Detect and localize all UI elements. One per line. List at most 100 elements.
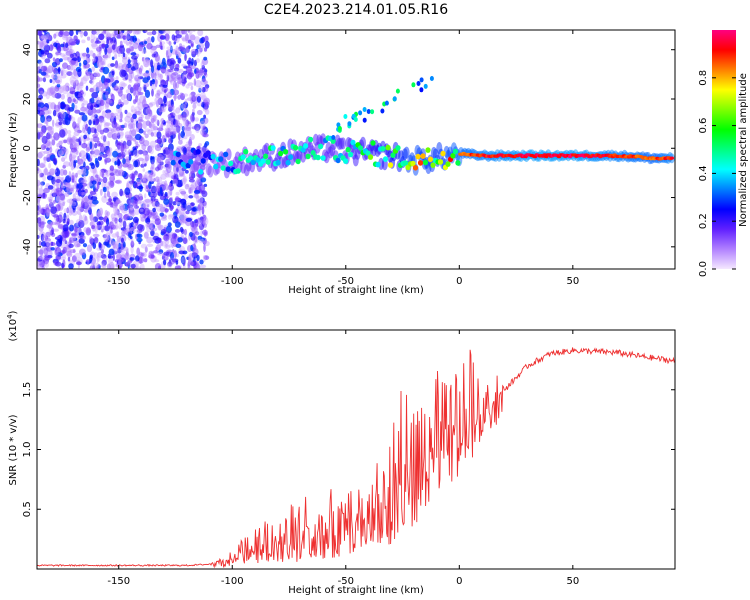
- trace-blob: [240, 154, 246, 160]
- noise-blob: [133, 160, 139, 168]
- noise-blob: [85, 261, 91, 265]
- noise-blob: [77, 117, 81, 125]
- noise-blob: [126, 225, 130, 229]
- noise-blob: [60, 53, 66, 57]
- noise-blob: [150, 167, 157, 171]
- noise-blob: [42, 175, 46, 182]
- noise-blob: [104, 82, 110, 90]
- noise-blob: [38, 94, 43, 100]
- noise-blob: [160, 152, 166, 161]
- noise-blob: [142, 199, 148, 208]
- noise-blob: [150, 227, 158, 232]
- trace-blob: [228, 160, 234, 167]
- noise-blob: [105, 109, 112, 114]
- noise-blob: [107, 198, 113, 202]
- trace-branch-blob: [353, 117, 358, 122]
- noise-blob: [108, 111, 115, 119]
- noise-blob: [198, 184, 206, 192]
- noise-blob: [204, 41, 210, 49]
- noise-blob: [63, 31, 70, 37]
- noise-blob: [75, 51, 80, 59]
- noise-blob: [51, 227, 54, 235]
- noise-blob: [143, 59, 149, 68]
- noise-blob: [38, 240, 42, 246]
- noise-blob: [142, 176, 147, 182]
- noise-blob: [74, 180, 77, 187]
- noise-blob: [198, 87, 202, 93]
- noise-blob: [145, 222, 152, 229]
- trace-halo: [340, 137, 347, 150]
- trace-branch-blob: [358, 110, 363, 116]
- noise-blob: [163, 95, 167, 104]
- noise-blob: [95, 96, 101, 105]
- spectrogram-x-axis: -150 -100 -50 0 50: [107, 30, 579, 287]
- noise-blob: [187, 82, 194, 86]
- noise-blob: [137, 157, 144, 162]
- noise-blob: [56, 143, 60, 148]
- noise-blob: [124, 131, 131, 138]
- noise-blob: [156, 131, 162, 139]
- noise-blob: [98, 120, 103, 128]
- noise-blob: [86, 260, 90, 266]
- noise-blob: [69, 30, 74, 37]
- trace-blob: [425, 147, 431, 153]
- trace-branch-blob: [423, 83, 428, 89]
- noise-blob: [116, 259, 123, 266]
- noise-blob: [149, 178, 154, 183]
- noise-blob: [198, 85, 204, 91]
- noise-blob: [89, 50, 94, 57]
- noise-blob: [135, 229, 140, 234]
- noise-blob: [124, 35, 131, 40]
- noise-blob: [139, 214, 144, 219]
- noise-blob: [116, 114, 122, 120]
- noise-blob: [143, 72, 150, 78]
- noise-blob: [181, 207, 187, 212]
- noise-blob: [40, 65, 48, 72]
- noise-blob: [46, 147, 50, 151]
- noise-blob: [168, 214, 175, 218]
- noise-blob: [83, 134, 87, 139]
- noise-blob: [59, 30, 64, 36]
- trace-branch-blob: [343, 114, 348, 119]
- noise-blob: [37, 185, 40, 190]
- noise-blob: [106, 151, 111, 156]
- noise-blob: [155, 93, 161, 98]
- noise-blob: [72, 121, 77, 129]
- noise-blob: [164, 244, 171, 249]
- noise-blob: [84, 215, 88, 221]
- noise-blob: [37, 106, 42, 111]
- noise-blob: [160, 217, 168, 221]
- trace-blob: [415, 153, 421, 160]
- noise-blob: [154, 155, 159, 161]
- noise-blob: [119, 40, 123, 46]
- noise-blob: [156, 243, 162, 251]
- noise-blob: [68, 209, 73, 216]
- noise-blob: [82, 75, 89, 82]
- noise-blob: [40, 114, 45, 123]
- trace-blob: [275, 159, 281, 166]
- noise-blob: [81, 197, 88, 204]
- noise-blob: [203, 47, 208, 52]
- noise-blob: [58, 149, 62, 155]
- noise-blob: [125, 89, 131, 94]
- noise-blob: [186, 204, 192, 212]
- noise-blob: [97, 156, 102, 161]
- trace-blob: [320, 155, 326, 161]
- noise-blob: [154, 259, 160, 263]
- noise-blob: [105, 90, 109, 99]
- noise-blob: [146, 236, 153, 244]
- noise-blob: [185, 217, 193, 222]
- noise-blob: [107, 33, 113, 38]
- noise-blob: [132, 87, 136, 96]
- noise-blob: [155, 185, 161, 193]
- trace-blob: [295, 158, 301, 165]
- noise-blob: [111, 191, 118, 198]
- noise-blob: [121, 230, 126, 236]
- noise-blob: [69, 76, 77, 84]
- noise-blob: [122, 220, 127, 229]
- noise-blob: [143, 231, 149, 240]
- noise-blob: [103, 77, 109, 86]
- noise-blob: [190, 220, 195, 228]
- noise-blob: [62, 31, 69, 39]
